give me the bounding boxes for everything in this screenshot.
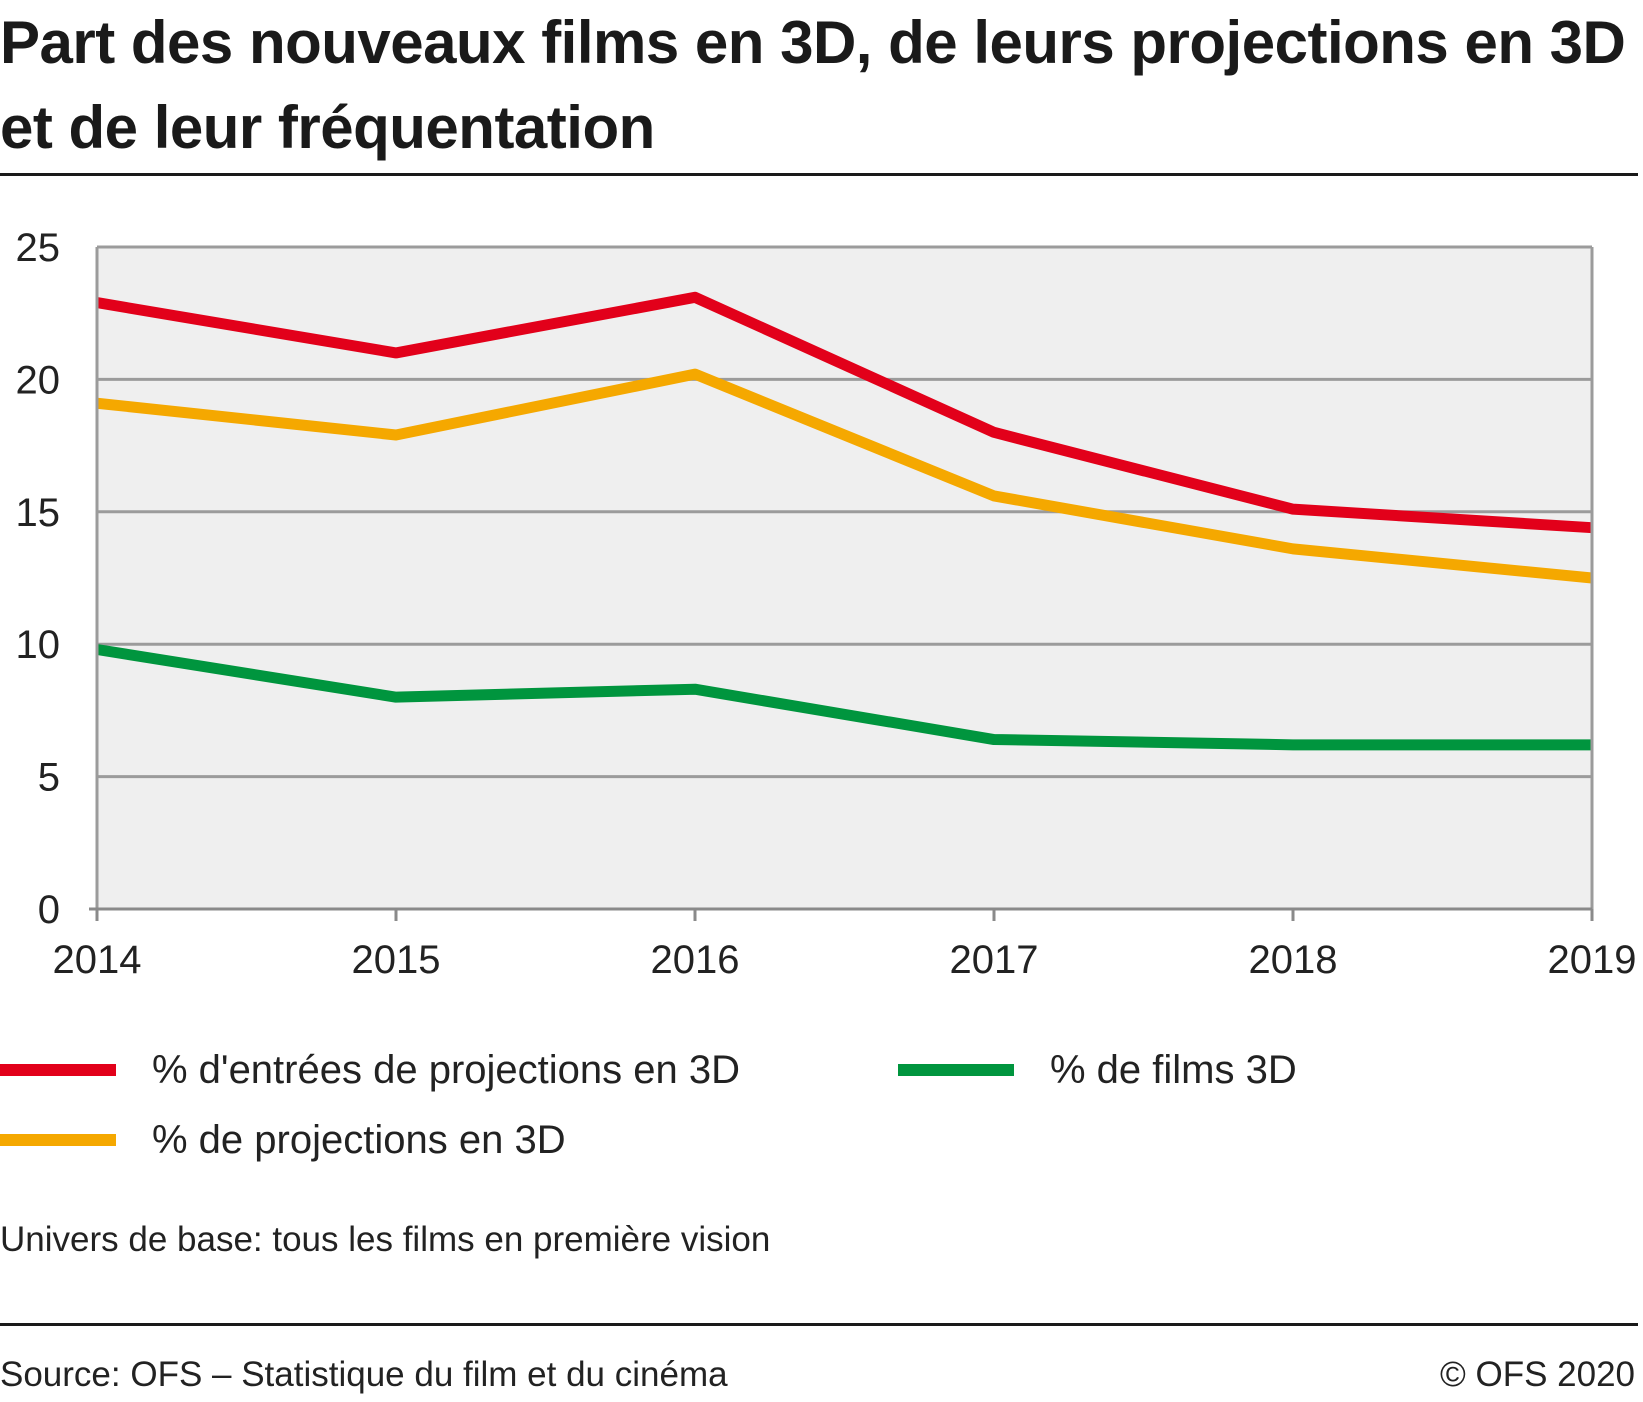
legend-label-entrees: % d'entrées de projections en 3D	[152, 1047, 740, 1092]
y-tick-label-10: 10	[16, 623, 61, 667]
title-divider	[0, 173, 1638, 176]
x-tick-label-2018: 2018	[1249, 938, 1338, 980]
source-text: Source: OFS – Statistique du film et du …	[0, 1355, 728, 1394]
chart-title: Part des nouveaux films en 3D, de leurs …	[0, 9, 1626, 161]
legend-swatch-projections	[0, 1134, 116, 1146]
y-tick-label-15: 15	[16, 491, 61, 535]
legend-item-entrees: % d'entrées de projections en 3D	[0, 1040, 740, 1100]
x-tick-label-2019: 2019	[1548, 938, 1637, 980]
base-universe-note: Univers de base: tous les films en premi…	[0, 1220, 771, 1259]
x-tick-label-2014: 2014	[53, 938, 142, 980]
line-entrees-3d	[96, 291, 1593, 534]
legend-item-projections: % de projections en 3D	[0, 1110, 566, 1170]
legend-item-films: % de films 3D	[898, 1040, 1297, 1100]
legend-label-films: % de films 3D	[1050, 1047, 1297, 1092]
footer-divider	[0, 1323, 1638, 1326]
x-tick-label-2016: 2016	[651, 938, 740, 980]
x-tick-label-2017: 2017	[950, 938, 1039, 980]
copyright-text: © OFS 2020	[1439, 1355, 1635, 1394]
y-tick-label-25: 25	[16, 226, 61, 270]
y-tick-label-20: 20	[16, 358, 61, 402]
plot-area	[97, 247, 1592, 909]
x-tick-label-2015: 2015	[352, 938, 441, 980]
legend-swatch-films	[898, 1064, 1014, 1076]
legend-swatch-entrees	[0, 1064, 116, 1076]
y-tick-label-5: 5	[38, 756, 60, 800]
line-films-3d	[96, 644, 1592, 751]
y-tick-label-0: 0	[38, 888, 60, 932]
legend-label-projections: % de projections en 3D	[152, 1117, 566, 1162]
line-projections-3d	[96, 368, 1593, 584]
line-chart: 0 5 10 15 20 25 2014 2015 2016 2017 2018 2019	[16, 226, 1637, 980]
chart-legend: % d'entrées de projections en 3D % de pr…	[0, 1040, 1640, 1190]
